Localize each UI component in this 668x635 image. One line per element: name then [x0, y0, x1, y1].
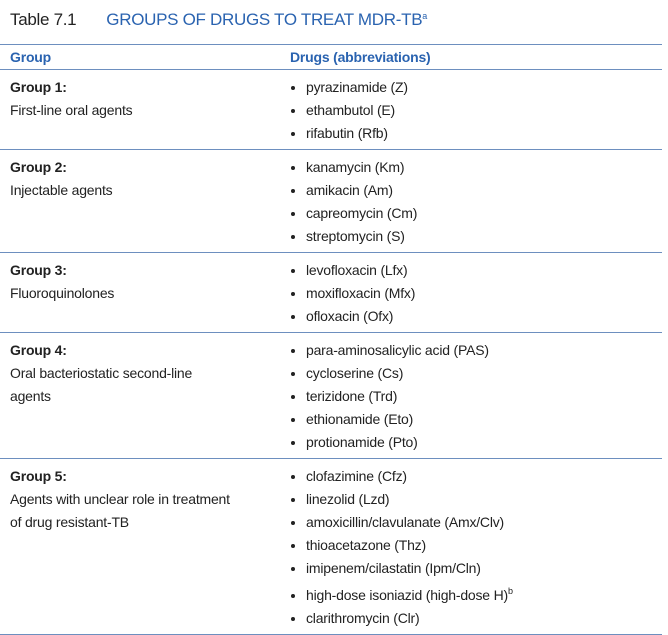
drug-item: protionamide (Pto) [306, 431, 652, 454]
title-note: a [422, 11, 427, 21]
group-cell: Group 3: Fluoroquinolones [0, 252, 280, 333]
drug-item: imipenem/cilastatin (Ipm/Cln) [306, 557, 652, 580]
drug-item: pyrazinamide (Z) [306, 76, 652, 99]
table-row: Group 4: Oral bacteriostatic second-line … [0, 332, 662, 459]
drug-item: clarithromycin (Clr) [306, 607, 652, 630]
drug-item: moxifloxacin (Mfx) [306, 282, 652, 305]
title-text: GROUPS OF DRUGS TO TREAT MDR-TB [106, 10, 423, 29]
group-description: Oral bacteriostatic second-line agents [10, 365, 193, 404]
group-cell: Group 2: Injectable agents [0, 149, 280, 253]
group-name: Group 4: [10, 342, 67, 358]
drug-item: ofloxacin (Ofx) [306, 305, 652, 328]
drug-item: cycloserine (Cs) [306, 362, 652, 385]
drugs-cell: clofazimine (Cfz)linezolid (Lzd)amoxicil… [280, 458, 662, 635]
drug-item: capreomycin (Cm) [306, 202, 652, 225]
drug-list: clofazimine (Cfz)linezolid (Lzd)amoxicil… [290, 465, 652, 630]
drug-item: thioacetazone (Thz) [306, 534, 652, 557]
table-row: Group 2: Injectable agents kanamycin (Km)a… [0, 149, 662, 253]
table-body: Group 1: First-line oral agents pyrazinami… [0, 69, 662, 635]
drug-list: para-aminosalicylic acid (PAS)cycloserin… [290, 339, 652, 454]
group-description: First-line oral agents [10, 102, 133, 118]
drug-list: levofloxacin (Lfx)moxifloxacin (Mfx)oflo… [290, 259, 652, 328]
group-name: Group 2: [10, 159, 67, 175]
drug-item: clofazimine (Cfz) [306, 465, 652, 488]
drug-table: Group Drugs (abbreviations) Group 1: Firs… [0, 44, 662, 635]
group-cell: Group 5: Agents with unclear role in trea… [0, 458, 280, 635]
drug-list: pyrazinamide (Z)ethambutol (E)rifabutin … [290, 76, 652, 145]
drug-item: high-dose isoniazid (high-dose H)b [306, 580, 652, 607]
drug-item: kanamycin (Km) [306, 156, 652, 179]
table-row: Group 3: Fluoroquinolones levofloxacin (Lf… [0, 252, 662, 333]
drug-list: kanamycin (Km)amikacin (Am)capreomycin (… [290, 156, 652, 248]
group-description: Fluoroquinolones [10, 285, 115, 301]
drug-item: streptomycin (S) [306, 225, 652, 248]
header-cell: Drugs (abbreviations) [280, 44, 662, 70]
group-name: Group 3: [10, 262, 67, 278]
table-title: GROUPS OF DRUGS TO TREAT MDR-TBa [106, 10, 427, 29]
group-description: Injectable agents [10, 182, 113, 198]
table-head: Group Drugs (abbreviations) [0, 44, 662, 70]
drugs-cell: para-aminosalicylic acid (PAS)cycloserin… [280, 332, 662, 459]
drugs-cell: levofloxacin (Lfx)moxifloxacin (Mfx)oflo… [280, 252, 662, 333]
table-row: Group 5: Agents with unclear role in trea… [0, 458, 662, 635]
drug-note: b [507, 586, 513, 596]
drugs-cell: kanamycin (Km)amikacin (Am)capreomycin (… [280, 149, 662, 253]
group-description: Agents with unclear role in treatment of… [10, 491, 230, 530]
drug-item: amikacin (Am) [306, 179, 652, 202]
group-name: Group 1: [10, 79, 67, 95]
group-cell: Group 4: Oral bacteriostatic second-line … [0, 332, 280, 459]
drug-item: para-aminosalicylic acid (PAS) [306, 339, 652, 362]
table-label: Table 7.1 [10, 10, 77, 29]
drug-item: linezolid (Lzd) [306, 488, 652, 511]
title-block: Table 7.1 GROUPS OF DRUGS TO TREAT MDR-TB… [10, 10, 427, 30]
drug-item: amoxicillin/clavulanate (Amx/Clv) [306, 511, 652, 534]
header-row: Group Drugs (abbreviations) [0, 44, 662, 70]
header-cell: Group [0, 44, 280, 70]
drug-item: ethionamide (Eto) [306, 408, 652, 431]
page: Table 7.1 GROUPS OF DRUGS TO TREAT MDR-TB… [0, 0, 668, 612]
drug-item: rifabutin (Rfb) [306, 122, 652, 145]
drugs-cell: pyrazinamide (Z)ethambutol (E)rifabutin … [280, 69, 662, 150]
drug-item: terizidone (Trd) [306, 385, 652, 408]
drug-text: high-dose isoniazid (high-dose H) [306, 587, 508, 603]
group-name: Group 5: [10, 468, 67, 484]
drug-item: levofloxacin (Lfx) [306, 259, 652, 282]
drug-item: ethambutol (E) [306, 99, 652, 122]
group-cell: Group 1: First-line oral agents [0, 69, 280, 150]
table-row: Group 1: First-line oral agents pyrazinami… [0, 69, 662, 150]
